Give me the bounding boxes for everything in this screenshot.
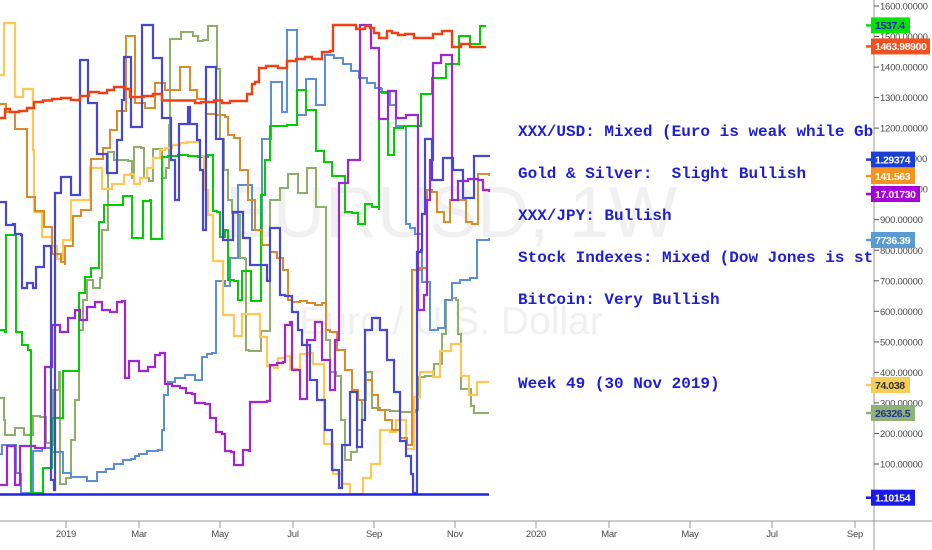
svg-text:600.00000: 600.00000 xyxy=(880,307,923,318)
svg-text:May: May xyxy=(681,529,699,540)
svg-text:200.00000: 200.00000 xyxy=(880,429,923,440)
svg-text:74.038: 74.038 xyxy=(875,380,905,392)
svg-text:300.00000: 300.00000 xyxy=(880,398,923,409)
svg-text:Sep: Sep xyxy=(847,529,863,540)
svg-text:1200.00000: 1200.00000 xyxy=(880,124,928,135)
svg-text:17.01730: 17.01730 xyxy=(875,189,916,201)
svg-text:Mar: Mar xyxy=(601,529,617,540)
svg-text:May: May xyxy=(211,529,229,540)
svg-text:XXX/JPY: Bullish: XXX/JPY: Bullish xyxy=(518,207,672,225)
svg-text:800.00000: 800.00000 xyxy=(880,246,923,257)
svg-text:XXX/USD: Mixed (Euro is weak w: XXX/USD: Mixed (Euro is weak while Gb xyxy=(518,123,873,141)
svg-text:Euro / U.S. Dollar: Euro / U.S. Dollar xyxy=(299,300,602,343)
svg-text:2020: 2020 xyxy=(526,529,546,540)
svg-text:500.00000: 500.00000 xyxy=(880,337,923,348)
svg-text:Gold & Silver: Slight Bullish: Gold & Silver: Slight Bullish xyxy=(518,165,806,183)
svg-text:BitCoin: Very Bullish: BitCoin: Very Bullish xyxy=(518,291,720,309)
svg-text:1400.00000: 1400.00000 xyxy=(880,63,928,74)
svg-text:900.00000: 900.00000 xyxy=(880,215,923,226)
svg-text:400.00000: 400.00000 xyxy=(880,368,923,379)
svg-text:Nov: Nov xyxy=(447,529,464,540)
svg-text:1600.00000: 1600.00000 xyxy=(880,2,928,13)
svg-text:2019: 2019 xyxy=(56,529,76,540)
svg-text:1463.98900: 1463.98900 xyxy=(875,41,927,53)
svg-text:Sep: Sep xyxy=(366,529,382,540)
svg-text:700.00000: 700.00000 xyxy=(880,276,923,287)
svg-text:Mar: Mar xyxy=(131,529,147,540)
svg-text:26326.5: 26326.5 xyxy=(875,408,911,420)
svg-text:141.563: 141.563 xyxy=(875,171,911,183)
svg-text:Stock Indexes: Mixed (Dow Jone: Stock Indexes: Mixed (Dow Jones is st xyxy=(518,249,873,267)
svg-text:Jul: Jul xyxy=(766,529,778,540)
svg-text:7736.39: 7736.39 xyxy=(875,235,911,247)
svg-text:1.29374: 1.29374 xyxy=(875,154,911,166)
svg-text:1537.4: 1537.4 xyxy=(875,20,905,32)
svg-text:Week 49 (30 Nov 2019): Week 49 (30 Nov 2019) xyxy=(518,375,720,393)
svg-text:1.10154: 1.10154 xyxy=(875,493,911,505)
svg-text:1500.00000: 1500.00000 xyxy=(880,32,928,43)
svg-text:Jul: Jul xyxy=(287,529,299,540)
svg-text:1300.00000: 1300.00000 xyxy=(880,93,928,104)
svg-text:100.00000: 100.00000 xyxy=(880,460,923,471)
